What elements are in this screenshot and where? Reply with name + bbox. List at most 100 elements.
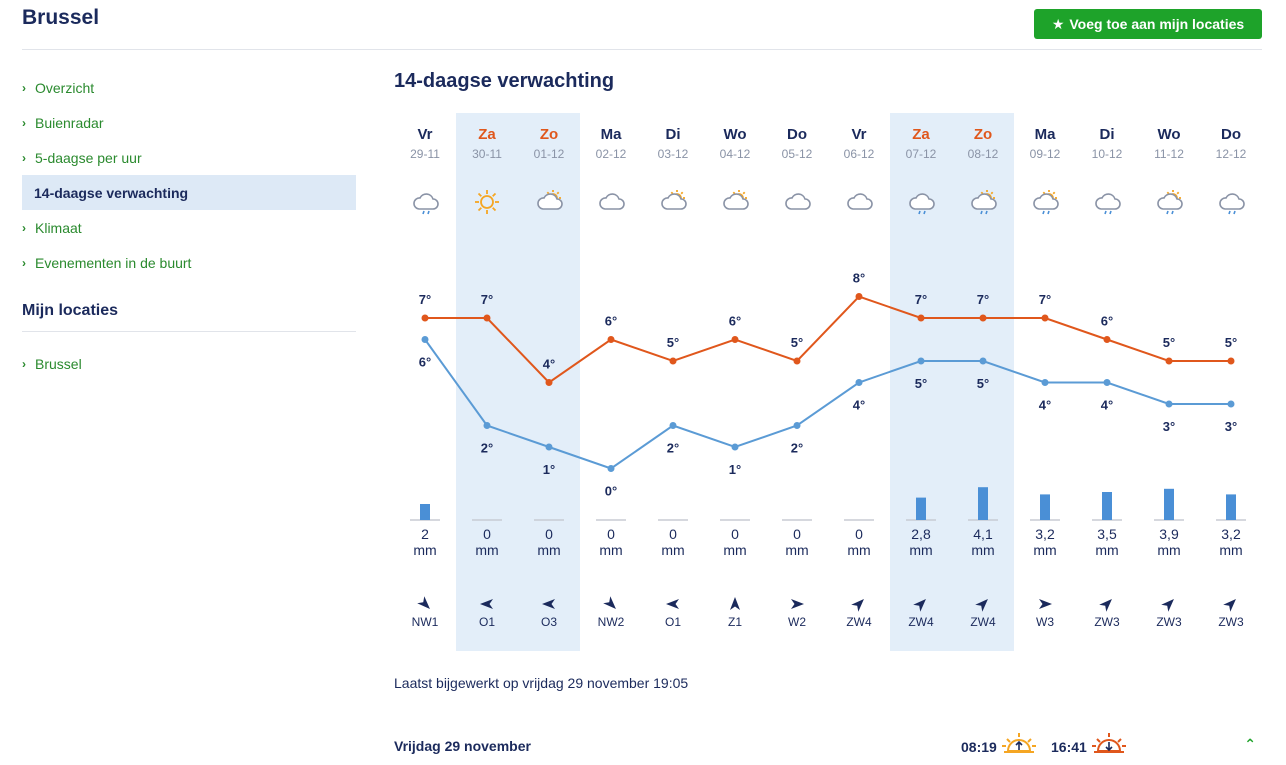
wind-direction-arrow-icon — [417, 596, 430, 609]
precipitation-value: 0 — [669, 526, 677, 542]
rain-cloud-icon — [909, 193, 935, 215]
precipitation-amount: 0 mm — [704, 526, 766, 558]
forecast-day-column[interactable]: Do 05-12 0 mm W2 — [766, 113, 828, 651]
sidebar-nav-item[interactable]: › Klimaat — [22, 210, 356, 245]
sun-icon — [475, 190, 499, 214]
forecast-day-column[interactable]: Za 07-12 2,8 mm ZW4 — [890, 113, 952, 651]
precipitation-amount: 3,9 mm — [1138, 526, 1200, 558]
forecast-day-column[interactable]: Zo 01-12 0 mm O3 — [518, 113, 580, 651]
wind-label: W2 — [788, 615, 806, 629]
day-name: Wo — [723, 126, 747, 143]
precipitation-unit: mm — [1219, 542, 1243, 558]
wind-direction-arrow-icon — [480, 599, 493, 609]
forecast-day-column[interactable]: Vr 06-12 0 mm ZW4 — [828, 113, 890, 651]
forecast-14-day: Vr 29-11 2 mm NW1 Za 30-11 0 mm O1 Zo 01-12 0 mm O3 Ma 0… — [394, 113, 1262, 651]
page-title: 14-daagse verwachting — [394, 70, 615, 92]
forecast-day-column[interactable]: Za 30-11 0 mm O1 — [456, 113, 518, 651]
cloud-icon — [599, 193, 625, 210]
day-date: 29-11 — [410, 147, 440, 161]
day-date: 02-12 — [595, 147, 627, 161]
wind-direction-arrow-icon — [666, 599, 679, 609]
wind-label: O1 — [664, 615, 681, 629]
precipitation-amount: 4,1 mm — [952, 526, 1014, 558]
precipitation-unit: mm — [1157, 542, 1181, 558]
day-date: 04-12 — [719, 147, 751, 161]
sunrise-icon — [1002, 733, 1036, 753]
sunset-time: 16:41 — [1051, 739, 1087, 755]
precipitation-value: 0 — [731, 526, 739, 542]
sidebar-nav-item[interactable]: › Evenementen in de buurt — [22, 245, 356, 280]
chevron-up-icon[interactable]: ⌃ — [1244, 736, 1256, 752]
wind-label: Z1 — [727, 615, 742, 629]
precipitation-value: 2 — [421, 526, 429, 542]
precipitation-amount: 3,2 mm — [1200, 526, 1262, 558]
chevron-right-icon: › — [22, 150, 26, 165]
precipitation-value: 3,9 — [1159, 526, 1179, 542]
my-locations-list: › Brussel — [22, 346, 356, 381]
sidebar-nav-item[interactable]: › 5-daagse per uur — [22, 140, 356, 175]
forecast-day-column[interactable]: Wo 04-12 0 mm Z1 — [704, 113, 766, 651]
forecast-day-column[interactable]: Di 03-12 0 mm O1 — [642, 113, 704, 651]
forecast-day-column[interactable]: Wo 11-12 3,9 mm ZW3 — [1138, 113, 1200, 651]
sidebar-nav-item[interactable]: 14-daagse verwachting — [22, 175, 356, 210]
precipitation-amount: 0 mm — [518, 526, 580, 558]
wind-direction-arrow-icon — [730, 597, 740, 610]
day-name: Ma — [600, 126, 622, 143]
wind-label: ZW3 — [1094, 615, 1120, 629]
chevron-right-icon: › — [22, 220, 26, 235]
my-locations-heading: Mijn locaties — [22, 302, 356, 332]
sidebar-nav-label: Klimaat — [35, 219, 82, 236]
day-name: Do — [1221, 126, 1241, 143]
day-name: Vr — [417, 126, 433, 143]
forecast-day-column[interactable]: Ma 02-12 0 mm NW2 — [580, 113, 642, 651]
wind-direction-arrow-icon — [542, 599, 555, 609]
precipitation-value: 2,8 — [911, 526, 931, 542]
partly-cloudy-icon — [537, 190, 563, 210]
day-date: 10-12 — [1091, 147, 1123, 161]
forecast-day-column[interactable]: Do 12-12 3,2 mm ZW3 — [1200, 113, 1262, 651]
wind-direction-arrow-icon — [975, 599, 988, 612]
wind-direction-arrow-icon — [1223, 599, 1236, 612]
my-location-label: Brussel — [35, 355, 82, 372]
city-title: Brussel — [22, 6, 100, 29]
day-name: Di — [1099, 126, 1115, 143]
sun-rain-cloud-icon — [1157, 190, 1183, 215]
sun-rain-cloud-icon — [1033, 190, 1059, 215]
precipitation-value: 4,1 — [973, 526, 993, 542]
day-date: 11-12 — [1154, 147, 1184, 161]
sidebar-nav-item[interactable]: › Overzicht — [22, 70, 356, 105]
day-date: 30-11 — [472, 147, 502, 161]
day-name: Do — [787, 126, 807, 143]
wind-label: ZW4 — [908, 615, 934, 629]
precipitation-unit: mm — [537, 542, 561, 558]
day-date: 05-12 — [781, 147, 813, 161]
precipitation-value: 3,2 — [1221, 526, 1241, 542]
sidebar-nav-item[interactable]: › Buienradar — [22, 105, 356, 140]
forecast-day-column[interactable]: Di 10-12 3,5 mm ZW3 — [1076, 113, 1138, 651]
precipitation-unit: mm — [1095, 542, 1119, 558]
last-updated-text: Laatst bijgewerkt op vrijdag 29 november… — [394, 675, 689, 691]
precipitation-amount: 3,5 mm — [1076, 526, 1138, 558]
precipitation-value: 3,5 — [1097, 526, 1117, 542]
forecast-day-column[interactable]: Ma 09-12 3,2 mm W3 — [1014, 113, 1076, 651]
add-to-my-locations-button[interactable]: ★ Voeg toe aan mijn locaties — [1034, 9, 1262, 39]
wind-direction-arrow-icon — [1161, 599, 1174, 612]
forecast-day-column[interactable]: Zo 08-12 4,1 mm ZW4 — [952, 113, 1014, 651]
precipitation-unit: mm — [1033, 542, 1057, 558]
wind-direction-arrow-icon — [851, 599, 864, 612]
day-name: Ma — [1034, 126, 1056, 143]
day-date: 06-12 — [843, 147, 875, 161]
day-detail-row[interactable]: Vrijdag 29 november 08:19 16:41 ⌃ — [394, 733, 1262, 758]
rain-cloud-icon — [1095, 193, 1121, 215]
sidebar: › Overzicht › Buienradar › 5-daagse per uur 14… — [22, 70, 356, 381]
day-name: Zo — [539, 126, 559, 143]
day-date: 08-12 — [967, 147, 999, 161]
wind-direction-arrow-icon — [1039, 599, 1052, 609]
chevron-right-icon: › — [22, 115, 26, 130]
forecast-day-column[interactable]: Vr 29-11 2 mm NW1 — [394, 113, 456, 651]
day-detail-title: Vrijdag 29 november — [394, 738, 531, 754]
precipitation-value: 3,2 — [1035, 526, 1055, 542]
my-location-item[interactable]: › Brussel — [22, 346, 356, 381]
precipitation-value: 0 — [607, 526, 615, 542]
wind-direction-arrow-icon — [791, 599, 804, 609]
